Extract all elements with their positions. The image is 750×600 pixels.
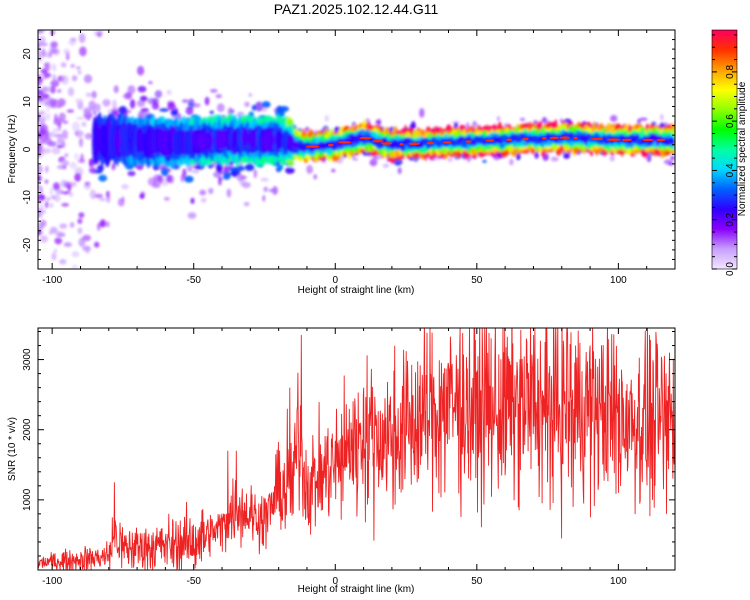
snr-y-tick-label: 3000 bbox=[22, 348, 33, 371]
spectrogram-y-tick-label: 10 bbox=[22, 96, 33, 108]
spectrogram-x-tick-label: 100 bbox=[610, 275, 627, 286]
snr-x-tick-label: -50 bbox=[186, 576, 201, 587]
colorbar-label: Normalized spectral amplitude bbox=[737, 81, 748, 216]
snr-x-tick-label: 0 bbox=[332, 576, 338, 587]
spectrogram-y-tick-label: 20 bbox=[22, 48, 33, 60]
spectrogram-x-tick-label: 0 bbox=[332, 275, 338, 286]
colorbar-tick-label: 0.2 bbox=[725, 212, 736, 226]
spectrogram-y-tick-label: -20 bbox=[22, 237, 33, 252]
spectrogram-x-tick-label: -50 bbox=[186, 275, 201, 286]
snr-ticks: -100 -50 0 50 100 1000 2000 3000 bbox=[22, 328, 676, 587]
snr-series-line bbox=[38, 328, 675, 570]
snr-y-tick-label: 1000 bbox=[22, 488, 33, 511]
spectrogram-y-axis-label: Frequency (Hz) bbox=[7, 115, 18, 184]
colorbar-tick-label: 0.8 bbox=[725, 64, 736, 78]
colorbar: 0.00.20.40.60.8 Normalized spectral ampl… bbox=[711, 29, 748, 276]
snr-x-tick-label: 100 bbox=[610, 576, 627, 587]
snr-y-tick-label: 2000 bbox=[22, 418, 33, 441]
snr-panel: -100 -50 0 50 100 1000 2000 3000 Height of stra… bbox=[7, 327, 676, 595]
snr-x-axis-label: Height of straight line (km) bbox=[298, 584, 415, 595]
colorbar-tick-label: 0.6 bbox=[725, 114, 736, 128]
colorbar-gradient bbox=[712, 30, 737, 269]
spectrogram-y-tick-label: -10 bbox=[22, 190, 33, 205]
chart-title: PAZ1.2025.102.12.44.G11 bbox=[274, 1, 439, 17]
colorbar-frame bbox=[711, 29, 738, 270]
spectrogram-x-tick-label: -100 bbox=[42, 275, 62, 286]
snr-frame bbox=[37, 327, 676, 571]
spectrogram-heatmap bbox=[38, 30, 675, 269]
spectrogram-frame bbox=[37, 29, 676, 270]
colorbar-ticks: 0.00.20.40.60.8 bbox=[711, 29, 738, 276]
snr-x-tick-label: 50 bbox=[471, 576, 483, 587]
spectrogram-x-axis-label: Height of straight line (km) bbox=[298, 285, 415, 296]
spectrogram-x-tick-label: 50 bbox=[471, 275, 483, 286]
snr-y-axis-label: SNR (10 * v/v) bbox=[7, 417, 18, 481]
spectrogram-y-tick-label: 0 bbox=[22, 146, 33, 152]
snr-x-tick-label: -100 bbox=[42, 576, 62, 587]
colorbar-tick-label: 0.4 bbox=[725, 163, 736, 177]
